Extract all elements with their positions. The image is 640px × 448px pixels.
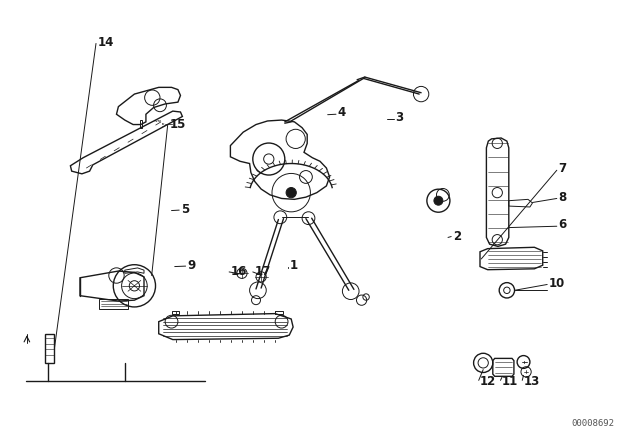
Text: 13: 13	[524, 375, 540, 388]
Text: 7: 7	[559, 162, 567, 176]
Text: 10: 10	[549, 276, 565, 290]
Text: 3: 3	[396, 111, 404, 124]
Circle shape	[286, 188, 296, 198]
Text: 8: 8	[559, 190, 567, 204]
Text: 12: 12	[480, 375, 496, 388]
Text: 2: 2	[453, 229, 461, 243]
Text: 6: 6	[559, 218, 567, 232]
Text: 5: 5	[181, 202, 189, 216]
Text: 16: 16	[231, 264, 248, 278]
Circle shape	[434, 196, 443, 205]
Text: 11: 11	[502, 375, 518, 388]
Text: 17: 17	[255, 264, 271, 278]
Text: 14: 14	[98, 36, 115, 49]
Text: ˜˜₅—: ˜˜₅—	[154, 120, 174, 129]
Text: 4: 4	[338, 106, 346, 120]
Text: 00008692: 00008692	[572, 419, 614, 428]
Text: 15: 15	[170, 117, 186, 131]
Text: 1: 1	[290, 258, 298, 272]
Text: 9: 9	[188, 258, 196, 272]
